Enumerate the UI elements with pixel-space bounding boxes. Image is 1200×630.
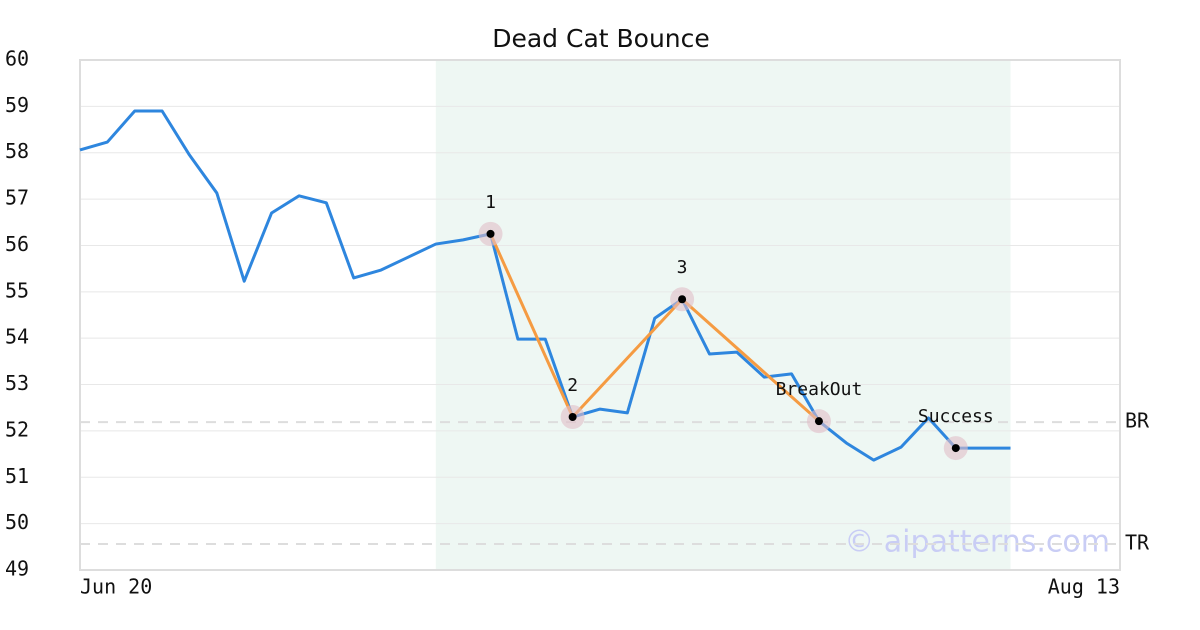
watermark: © aipatterns.com: [844, 525, 1110, 560]
pattern-label: 2: [567, 375, 578, 396]
y-tick-label: 52: [5, 417, 29, 441]
pattern-label: BreakOut: [776, 379, 863, 400]
y-tick-label: 55: [5, 278, 29, 302]
x-tick-label: Aug 13: [1048, 575, 1120, 599]
y-tick-label: 49: [5, 557, 29, 581]
level-label: TR: [1125, 531, 1150, 555]
y-tick-label: 51: [5, 464, 29, 488]
pattern-point: [814, 417, 823, 426]
y-tick-label: 58: [5, 139, 29, 163]
price-line: [79, 109, 1011, 462]
pattern-point: [568, 413, 577, 421]
pattern-label: 1: [485, 192, 496, 213]
pattern-point: [486, 229, 495, 238]
pattern-label: Success: [918, 406, 994, 427]
y-tick-label: 53: [5, 371, 29, 395]
highlight-region: [435, 60, 1011, 570]
y-tick-label: 54: [5, 325, 29, 349]
y-tick-label: 60: [5, 47, 29, 71]
y-tick-label: 50: [5, 510, 29, 534]
pattern-point: [951, 444, 960, 453]
pattern-line: [489, 233, 820, 423]
y-tick-label: 57: [5, 186, 29, 210]
plot-frame: [79, 59, 1121, 571]
chart-title: Dead Cat Bounce: [492, 24, 710, 53]
level-label: BR: [1125, 409, 1150, 433]
y-tick-label: 59: [5, 93, 29, 117]
pattern-label: 3: [677, 257, 688, 278]
x-tick-label: Jun 20: [80, 575, 152, 599]
pattern-point: [678, 295, 687, 304]
y-tick-label: 56: [5, 232, 29, 256]
